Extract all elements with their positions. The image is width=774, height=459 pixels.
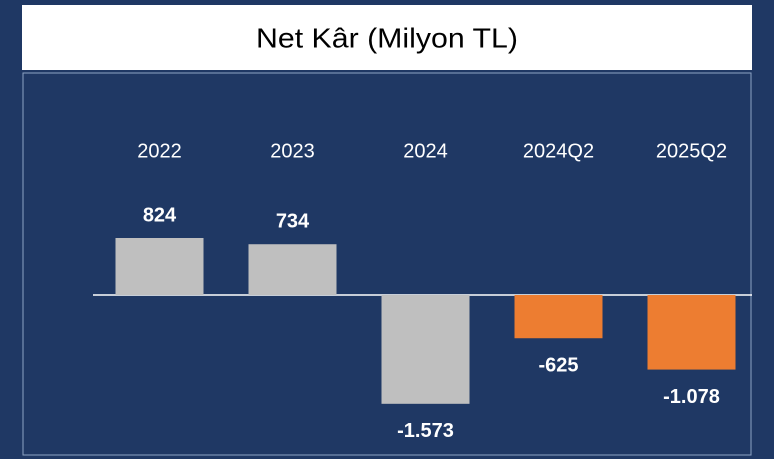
- title-box: [22, 5, 752, 70]
- category-label: 2022: [137, 140, 182, 162]
- bar: [115, 238, 204, 295]
- category-label: 2024Q2: [523, 140, 594, 162]
- category-label: 2024: [403, 140, 448, 162]
- value-label: -1.078: [663, 386, 720, 408]
- bar: [248, 244, 337, 295]
- bar: [381, 295, 470, 404]
- category-label: 2023: [270, 140, 315, 162]
- bar: [647, 295, 736, 370]
- category-label: 2025Q2: [656, 140, 727, 162]
- value-label: 824: [143, 204, 177, 226]
- chart-title: Net Kâr (Milyon TL): [256, 22, 518, 53]
- plot-frame: [22, 72, 752, 456]
- value-label: 734: [276, 211, 310, 233]
- value-label: -1.573: [397, 420, 454, 442]
- value-label: -625: [538, 355, 578, 377]
- bar: [514, 295, 603, 339]
